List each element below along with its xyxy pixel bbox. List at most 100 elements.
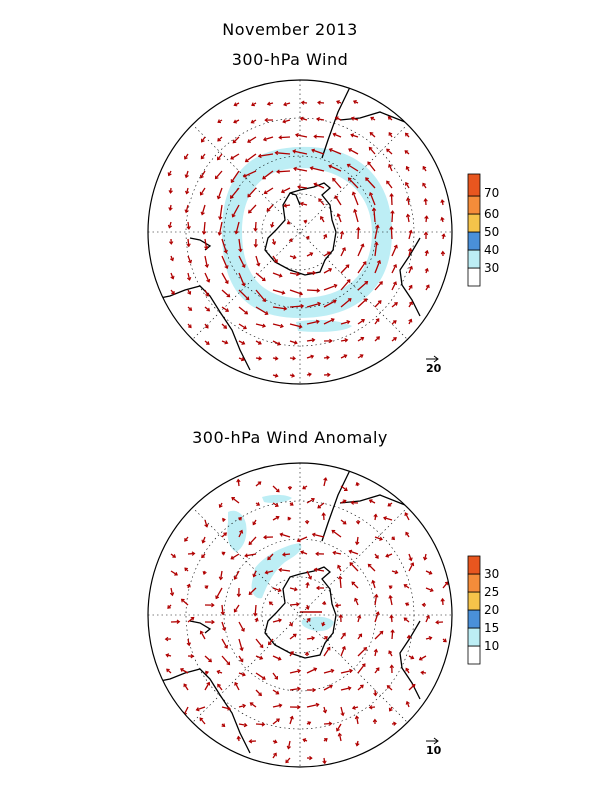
wind-vector-arrow: [340, 231, 344, 240]
wind-vector-arrowhead: [355, 481, 360, 486]
wind-vector-arrowhead: [392, 320, 397, 324]
wind-vector-arrowhead: [184, 190, 190, 195]
wind-vector-arrowhead: [344, 338, 349, 343]
wind-vector-arrowhead: [256, 262, 261, 267]
wind-vector-arrowhead: [312, 270, 317, 276]
wind-vector-arrowhead: [363, 647, 368, 651]
wind-vector-arrowhead: [322, 760, 327, 765]
wind-vector-arrowhead: [287, 486, 293, 491]
wind-vector-arrow: [404, 512, 410, 521]
wind-vector-arrow: [237, 479, 240, 487]
wind-vector-arrowhead: [217, 119, 222, 124]
wind-vector-arrow: [323, 722, 332, 725]
wind-vector-arrow: [272, 255, 278, 263]
wind-vector-arrowhead: [440, 199, 445, 204]
wind-vector-arrowhead: [167, 605, 171, 609]
wind-vector-arrowhead: [316, 288, 321, 293]
wind-vector-arrowhead: [405, 667, 410, 672]
wind-vector-arrowhead: [322, 709, 328, 714]
wind-vector-arrowhead: [310, 354, 315, 359]
wind-vector-arrowhead: [217, 137, 221, 142]
wind-vector-arrow: [248, 587, 257, 595]
wind-vector-arrowhead: [306, 618, 311, 622]
wind-vector-arrowhead: [206, 307, 211, 312]
wind-vector-arrowhead: [168, 190, 173, 194]
wind-vector-arrowhead: [331, 529, 336, 534]
wind-vector-arrow: [306, 498, 315, 504]
wind-vector-arrowhead: [286, 220, 291, 225]
wind-vector-arrow: [255, 723, 265, 726]
colorbar-anomaly: 10 15 20 25 30: [467, 555, 499, 665]
wind-vector-arrow: [323, 477, 327, 487]
wind-vector-arrowhead: [406, 197, 411, 201]
wind-vector-arrowhead: [307, 372, 312, 377]
wind-vector-arrow: [316, 118, 325, 121]
wind-vector-arrow: [221, 272, 229, 284]
wind-vector-arrowhead: [187, 291, 192, 295]
wind-vector-arrow: [168, 221, 172, 228]
wind-vector-arrow: [221, 621, 226, 631]
wind-vector-arrow: [306, 289, 320, 292]
wind-vector-arrow: [391, 264, 397, 274]
wind-vector-arrowhead: [294, 132, 299, 138]
wind-vector-arrowhead: [190, 653, 195, 659]
wind-vector-arrowhead: [336, 100, 340, 105]
wind-vector-arrowhead: [389, 226, 394, 230]
wind-vector-arrow: [317, 101, 325, 104]
wind-vector-arrowhead: [371, 579, 376, 584]
wind-vector-arrow: [425, 216, 428, 223]
colorbar-box-2: [467, 231, 481, 251]
wind-vector-arrowhead: [222, 517, 226, 522]
wind-vector-arrow: [268, 638, 274, 645]
wind-vector-arrowhead: [377, 300, 382, 304]
wind-vector-arrow: [289, 255, 296, 259]
wind-vector-arrowhead: [385, 553, 390, 558]
wind-vector-arrow: [244, 553, 257, 557]
wind-vector-arrow: [170, 570, 178, 576]
wind-vector-arrowhead: [184, 537, 188, 542]
wind-vector-arrowhead: [216, 195, 221, 200]
wind-vector-arrowhead: [324, 636, 328, 640]
wind-vector-arrowhead: [332, 177, 336, 182]
wind-vector-arrowhead: [408, 301, 413, 305]
panel-title-wind: 300-hPa Wind: [231, 50, 349, 69]
wind-vector-arrow: [389, 595, 393, 606]
wind-vector-arrow: [238, 238, 242, 252]
wind-vector-arrowhead: [222, 627, 227, 632]
wind-vector-arrow: [355, 716, 359, 725]
wind-vector-arrow: [276, 170, 291, 173]
wind-vector-arrowhead: [296, 602, 300, 607]
wind-vector-arrow: [289, 669, 301, 674]
wind-vector-arrowhead: [326, 251, 331, 256]
wind-vector-arrowhead: [334, 116, 339, 121]
wind-vector-arrowhead: [408, 318, 413, 323]
wind-vector-arrow: [184, 153, 189, 160]
wind-vector-arrowhead: [315, 585, 320, 591]
wind-vector-arrowhead: [344, 487, 348, 491]
wind-vector-arrowhead: [218, 504, 223, 509]
wind-vector-arrow: [424, 198, 427, 206]
wind-vector-arrow: [340, 669, 353, 674]
wind-vector-arrowhead: [311, 636, 316, 641]
wind-vector-arrow: [272, 689, 279, 695]
wind-vector-arrowhead: [311, 148, 316, 153]
wind-vector-arrowhead: [367, 161, 372, 166]
wind-vector-arrowhead: [275, 690, 280, 695]
wind-vector-arrow: [391, 210, 394, 223]
wind-vector-arrow: [201, 136, 206, 143]
wind-vector-arrowhead: [389, 193, 394, 197]
wind-vector-arrowhead: [347, 686, 352, 691]
wind-vector-arrowhead: [302, 738, 307, 743]
wind-vector-arrowhead: [352, 99, 357, 104]
wind-vector-arrow: [408, 301, 413, 308]
wind-vector-arrowhead: [244, 310, 249, 315]
wind-vector-arrowhead: [276, 718, 280, 723]
wind-vector-arrowhead: [187, 324, 192, 329]
wind-vector-arrowhead: [230, 155, 234, 160]
wind-vector-arrowhead: [279, 532, 284, 537]
wind-vector-arrow: [374, 630, 384, 640]
wind-vector-arrowhead: [242, 173, 247, 178]
wind-vector-arrow: [357, 647, 367, 657]
wind-vector-arrowhead: [365, 177, 369, 182]
wind-vector-arrowhead: [387, 502, 392, 507]
